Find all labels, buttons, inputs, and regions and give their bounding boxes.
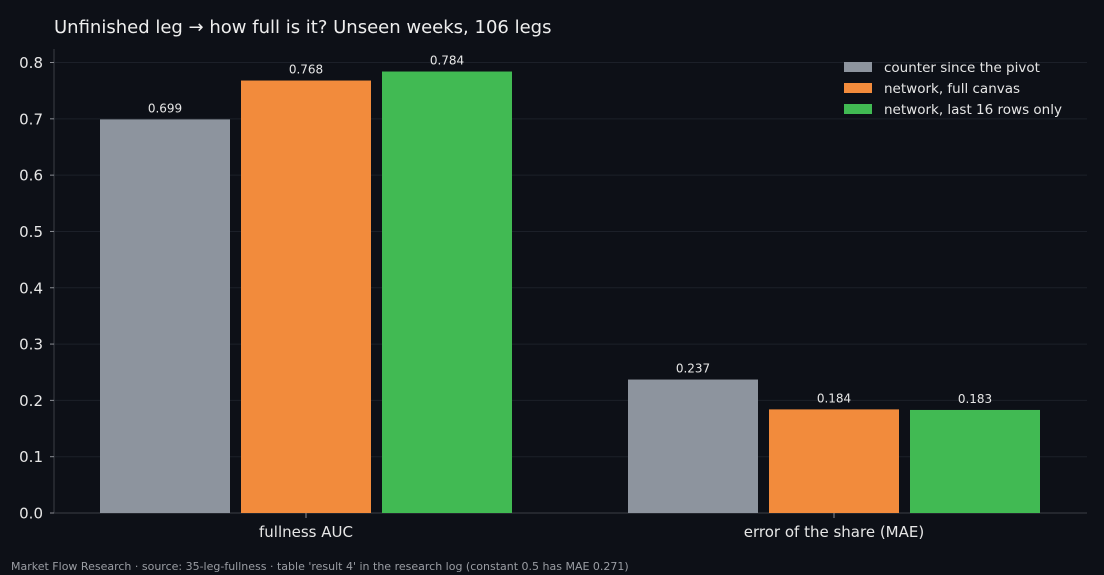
bar: [382, 71, 512, 514]
y-tick-label: 0.5: [19, 223, 43, 241]
y-tick-label: 0.0: [19, 505, 43, 523]
y-axis-ticks: 0.0 0.1 0.2 0.3 0.4 0.5 0.6 0.7 0.8: [19, 54, 54, 523]
category-label: error of the share (MAE): [744, 523, 924, 541]
category-label: fullness AUC: [259, 523, 353, 541]
legend-label: network, last 16 rows only: [884, 102, 1062, 118]
y-tick-label: 0.6: [19, 167, 43, 185]
bar-value-label: 0.237: [676, 362, 710, 376]
bar-value-label: 0.784: [430, 54, 464, 68]
bars: [100, 71, 1040, 514]
y-tick-label: 0.7: [19, 110, 43, 128]
bar-value-label: 0.183: [958, 392, 992, 406]
bar: [241, 80, 371, 513]
legend-swatch: [844, 83, 872, 93]
bar-value-label: 0.699: [148, 101, 182, 115]
y-tick-label: 0.1: [19, 448, 43, 466]
bar-value-label: 0.184: [817, 391, 851, 405]
y-tick-label: 0.3: [19, 336, 43, 354]
bar: [769, 409, 899, 513]
bar: [910, 409, 1040, 513]
bar: [628, 379, 758, 513]
legend: counter since the pivot network, full can…: [844, 60, 1062, 118]
bar-value-label: 0.768: [289, 63, 323, 77]
bar: [100, 119, 230, 513]
chart-title: Unfinished leg → how full is it? Unseen …: [54, 17, 551, 38]
legend-swatch: [844, 104, 872, 114]
y-tick-label: 0.8: [19, 54, 43, 72]
y-tick-label: 0.4: [19, 279, 43, 297]
category-labels: fullness AUC error of the share (MAE): [259, 513, 924, 541]
y-tick-label: 0.2: [19, 392, 43, 410]
legend-label: network, full canvas: [884, 81, 1020, 97]
legend-swatch: [844, 62, 872, 72]
footer-note: Market Flow Research · source: 35-leg-fu…: [11, 560, 629, 573]
value-labels: 0.699 0.768 0.784 0.237 0.184 0.183: [148, 54, 992, 406]
legend-label: counter since the pivot: [884, 60, 1040, 76]
